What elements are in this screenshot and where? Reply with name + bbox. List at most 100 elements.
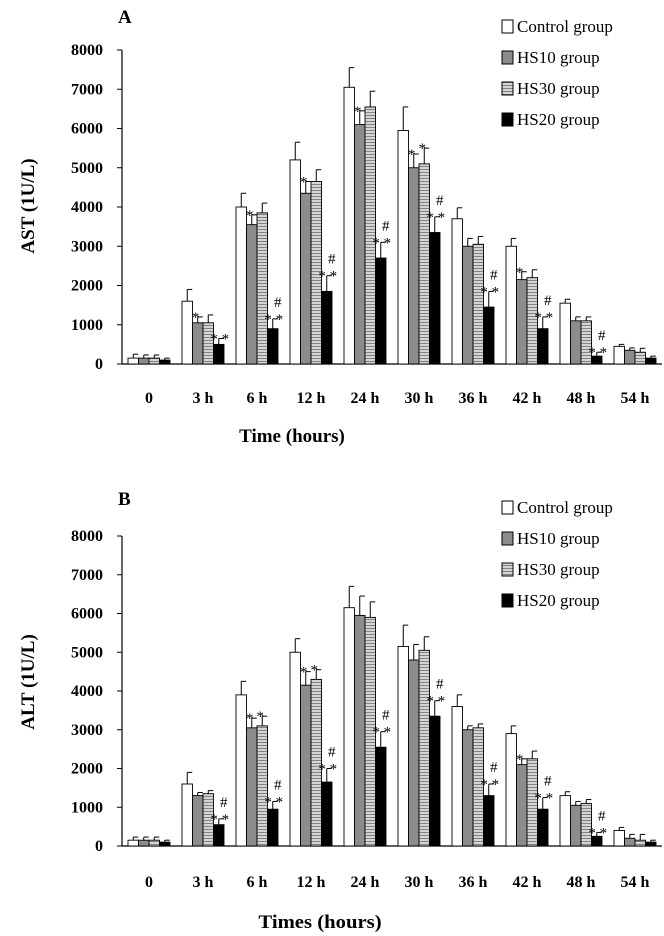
bar-hs30: [256, 212, 268, 365]
x-tick-label: 36 h: [459, 390, 488, 407]
bar-hs10: [462, 729, 474, 847]
bar-hs10: [624, 349, 636, 365]
significance-hash: #: [490, 267, 498, 283]
bar-control: [343, 607, 355, 847]
bar-control: [127, 357, 139, 365]
significance-stars: * *: [264, 794, 283, 810]
legend-label-control: Control group: [517, 498, 613, 517]
significance-marker: *: [516, 752, 524, 768]
significance-stars: * *: [210, 331, 229, 347]
significance-marker: * *#: [210, 795, 229, 828]
bar-control: [397, 645, 409, 847]
legend-swatch-hs30: [501, 562, 514, 577]
x-tick-label: 48 h: [567, 390, 596, 407]
significance-hash: #: [598, 328, 606, 344]
bar-hs20: [267, 328, 279, 365]
bar-hs30: [634, 839, 646, 847]
bar-control: [235, 206, 247, 365]
significance-star: *: [192, 310, 200, 326]
legend-label-hs20: HS20 group: [517, 591, 600, 610]
legend-item-hs20: HS20 group: [501, 591, 600, 610]
legend-swatch-hs10: [501, 50, 514, 65]
legend-swatch-hs20: [501, 593, 514, 608]
significance-marker: * *#: [372, 708, 391, 741]
significance-marker: * *#: [480, 267, 499, 300]
bar-hs20: [321, 290, 333, 365]
bar-control: [505, 733, 517, 847]
legend-item-hs10: HS10 group: [501, 48, 600, 67]
significance-marker: * *#: [534, 774, 553, 807]
x-tick-label: 54 h: [621, 874, 650, 891]
significance-stars: * *: [588, 345, 607, 361]
bar-hs10: [138, 839, 150, 847]
y-tick-label: 3000: [71, 722, 103, 739]
legend-swatch-hs30: [501, 81, 514, 96]
x-tick-label: 24 h: [351, 390, 380, 407]
bar-hs20: [429, 715, 441, 847]
significance-marker: * *#: [426, 193, 445, 226]
significance-star: *: [246, 208, 254, 224]
bar-control: [613, 830, 625, 847]
legend-label-hs10: HS10 group: [517, 529, 600, 548]
panel-label-a: A: [118, 7, 132, 28]
significance-marker: *: [246, 208, 254, 224]
significance-hash: #: [274, 777, 282, 793]
legend-item-hs20: HS20 group: [501, 110, 600, 129]
y-tick-label: 7000: [71, 81, 103, 98]
y-tick-label: 6000: [71, 606, 103, 623]
significance-star: *: [257, 709, 265, 725]
x-tick-label: 0: [145, 390, 153, 407]
significance-stars: * *: [372, 235, 391, 251]
bar-control: [505, 245, 517, 365]
bar-hs20: [375, 257, 387, 365]
significance-marker: * *#: [318, 252, 337, 285]
bar-hs30: [472, 243, 484, 365]
bar-hs30: [418, 649, 430, 847]
significance-marker: *: [419, 141, 427, 157]
significance-star: *: [419, 141, 427, 157]
significance-marker: * *#: [534, 293, 553, 326]
significance-stars: * *: [372, 725, 391, 741]
y-tick-label: 1000: [71, 799, 103, 816]
x-tick-label: 48 h: [567, 874, 596, 891]
x-axis-title-b: Times (hours): [258, 912, 381, 933]
legend-item-control: Control group: [501, 17, 613, 36]
bar-hs10: [570, 320, 582, 365]
legend-label-hs30: HS30 group: [517, 560, 600, 579]
bar-hs10: [246, 727, 258, 847]
significance-marker: *: [408, 147, 416, 163]
significance-stars: * *: [588, 825, 607, 841]
significance-hash: #: [598, 808, 606, 824]
significance-star: *: [354, 104, 362, 120]
legend-swatch-hs20: [501, 112, 514, 127]
legend-item-control: Control group: [501, 498, 613, 517]
bar-hs10: [462, 245, 474, 365]
bar-control: [397, 130, 409, 365]
x-tick-label: 36 h: [459, 874, 488, 891]
bar-hs30: [634, 351, 646, 365]
significance-star: *: [516, 265, 524, 281]
x-tick-label: 0: [145, 874, 153, 891]
bar-hs20: [483, 795, 495, 847]
significance-marker: * *: [210, 331, 229, 347]
y-tick-label: 3000: [71, 238, 103, 255]
significance-marker: * *#: [264, 777, 283, 810]
bar-hs30: [148, 357, 160, 365]
significance-hash: #: [382, 218, 390, 234]
x-tick-label: 3 h: [193, 874, 214, 891]
significance-hash: #: [544, 293, 552, 309]
x-axis-title-a: Time (hours): [239, 426, 345, 447]
y-tick-label: 1000: [71, 317, 103, 334]
plot-area-a: 0 1000 2000 3000 4000 5000 6000 7000 8000 0 3 h 6 h…: [71, 42, 662, 407]
bar-hs20: [159, 359, 171, 365]
bar-hs20: [321, 781, 333, 847]
bar-hs20: [483, 306, 495, 365]
bar-hs10: [354, 124, 366, 365]
significance-marker: * *#: [588, 808, 607, 841]
y-tick-label: 0: [95, 838, 103, 855]
significance-hash: #: [436, 677, 444, 693]
plot-area-b: 0 1000 2000 3000 4000 5000 6000 7000 8000 0 3 h 6 h…: [71, 528, 662, 891]
bar-hs20: [267, 808, 279, 847]
significance-stars: * *: [480, 777, 499, 793]
